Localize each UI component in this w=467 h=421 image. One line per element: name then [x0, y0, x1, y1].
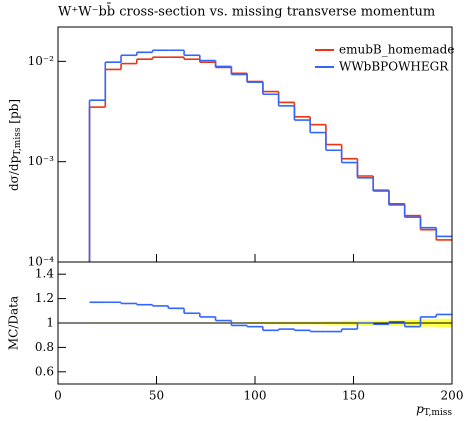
y-axis-label: dσ/dpT,miss [pb]	[7, 99, 23, 191]
ratio-y-label: MC/Data	[7, 296, 21, 350]
x-label-sub: T,miss	[424, 408, 453, 418]
chart-title: W⁺W⁻bb̄ cross-section vs. missing transv…	[58, 3, 435, 20]
y-tick-label: 10⁻³	[28, 154, 55, 168]
x-axis-label: pT,miss	[416, 402, 452, 418]
y-label-unit: [pb]	[7, 99, 21, 128]
y-tick-label: 1.2	[35, 291, 54, 305]
x-tick-label: 50	[149, 389, 164, 403]
legend-label: WWbBPOWHEGR	[339, 60, 449, 74]
x-tick-label: 100	[244, 389, 267, 403]
y-tick-label: 10⁻²	[28, 54, 55, 68]
y-tick-label: 1.4	[35, 267, 54, 281]
x-tick-label: 150	[342, 389, 365, 403]
x-tick-label: 200	[441, 389, 464, 403]
y-tick-label: 0.8	[35, 340, 54, 354]
plot-frame	[57, 261, 453, 385]
y-label-sub: T,miss	[13, 127, 23, 156]
legend-label: emubB_homemade	[339, 43, 454, 57]
y-tick-label: 0.6	[35, 364, 54, 378]
x-tick-label: 0	[54, 389, 62, 403]
y-label-main: dσ/dp	[7, 155, 21, 191]
x-label-main: p	[416, 402, 424, 416]
y-tick-label: 1	[46, 316, 54, 330]
y-tick-label: 10⁻⁴	[28, 255, 55, 269]
